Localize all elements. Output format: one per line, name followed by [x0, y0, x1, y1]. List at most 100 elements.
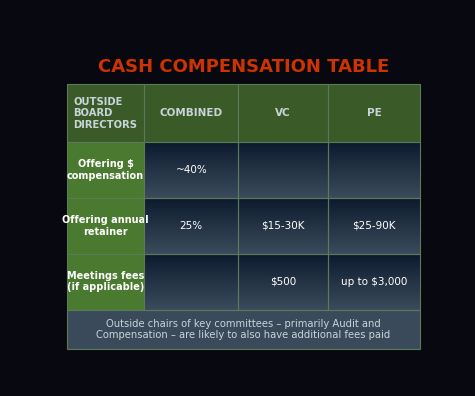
- Bar: [144, 200, 238, 202]
- Bar: [328, 242, 420, 244]
- Bar: [328, 221, 420, 223]
- Bar: [144, 252, 238, 254]
- Bar: [144, 270, 238, 272]
- Bar: [66, 51, 420, 84]
- Bar: [66, 310, 420, 349]
- Bar: [144, 261, 238, 262]
- Bar: [144, 257, 238, 258]
- Bar: [238, 304, 328, 305]
- Bar: [328, 149, 420, 150]
- Bar: [238, 262, 328, 263]
- Bar: [144, 215, 238, 216]
- Bar: [238, 178, 328, 180]
- Bar: [328, 266, 420, 268]
- Bar: [144, 184, 238, 185]
- Bar: [238, 142, 328, 198]
- Bar: [144, 291, 238, 293]
- Bar: [144, 245, 238, 247]
- Bar: [328, 228, 420, 230]
- Bar: [238, 191, 328, 192]
- Bar: [144, 185, 238, 187]
- Text: VC: VC: [276, 108, 291, 118]
- Bar: [328, 187, 420, 188]
- Bar: [328, 145, 420, 146]
- Bar: [238, 263, 328, 265]
- Bar: [238, 181, 328, 183]
- Bar: [328, 215, 420, 216]
- Bar: [328, 259, 420, 261]
- Bar: [144, 244, 238, 245]
- Bar: [328, 160, 420, 162]
- Bar: [328, 283, 420, 284]
- Bar: [328, 212, 420, 213]
- Bar: [144, 241, 238, 242]
- Bar: [238, 159, 328, 160]
- Bar: [144, 163, 238, 164]
- Bar: [144, 268, 238, 269]
- Bar: [328, 225, 420, 226]
- Bar: [328, 244, 420, 245]
- Bar: [328, 276, 420, 278]
- Bar: [144, 195, 238, 196]
- Bar: [144, 262, 238, 263]
- Bar: [238, 212, 328, 213]
- Bar: [238, 227, 328, 228]
- Bar: [144, 164, 238, 166]
- Bar: [328, 251, 420, 252]
- Bar: [238, 228, 328, 230]
- Bar: [328, 180, 420, 181]
- Bar: [328, 84, 420, 142]
- Bar: [238, 247, 328, 248]
- Bar: [238, 283, 328, 284]
- Bar: [144, 269, 238, 270]
- Bar: [328, 272, 420, 273]
- Bar: [144, 168, 238, 170]
- Bar: [238, 308, 328, 310]
- Bar: [238, 284, 328, 286]
- Bar: [328, 270, 420, 272]
- Bar: [144, 289, 238, 290]
- Bar: [144, 279, 238, 280]
- Bar: [238, 167, 328, 168]
- Bar: [328, 289, 420, 290]
- Bar: [238, 221, 328, 223]
- Bar: [328, 255, 420, 257]
- Bar: [238, 282, 328, 283]
- Bar: [238, 168, 328, 170]
- Bar: [144, 276, 238, 278]
- Bar: [144, 272, 238, 273]
- Bar: [238, 266, 328, 268]
- Bar: [238, 265, 328, 266]
- Bar: [238, 293, 328, 294]
- Bar: [238, 152, 328, 153]
- Bar: [238, 156, 328, 157]
- Bar: [328, 213, 420, 215]
- Bar: [238, 255, 328, 257]
- Bar: [66, 254, 144, 310]
- Bar: [144, 275, 238, 276]
- Bar: [328, 300, 420, 301]
- Bar: [144, 237, 238, 238]
- Bar: [328, 166, 420, 167]
- Bar: [328, 174, 420, 175]
- Bar: [328, 146, 420, 147]
- Bar: [328, 204, 420, 205]
- Bar: [144, 217, 238, 219]
- Bar: [238, 286, 328, 287]
- Bar: [238, 184, 328, 185]
- Bar: [238, 223, 328, 225]
- Bar: [144, 170, 238, 171]
- Bar: [328, 191, 420, 192]
- Bar: [328, 164, 420, 166]
- Bar: [238, 249, 328, 251]
- Bar: [144, 159, 238, 160]
- Bar: [144, 238, 238, 240]
- Bar: [144, 225, 238, 226]
- Bar: [238, 188, 328, 189]
- Bar: [144, 231, 238, 233]
- Bar: [328, 299, 420, 300]
- Bar: [328, 296, 420, 297]
- Bar: [238, 273, 328, 275]
- Bar: [238, 230, 328, 231]
- Bar: [144, 175, 238, 177]
